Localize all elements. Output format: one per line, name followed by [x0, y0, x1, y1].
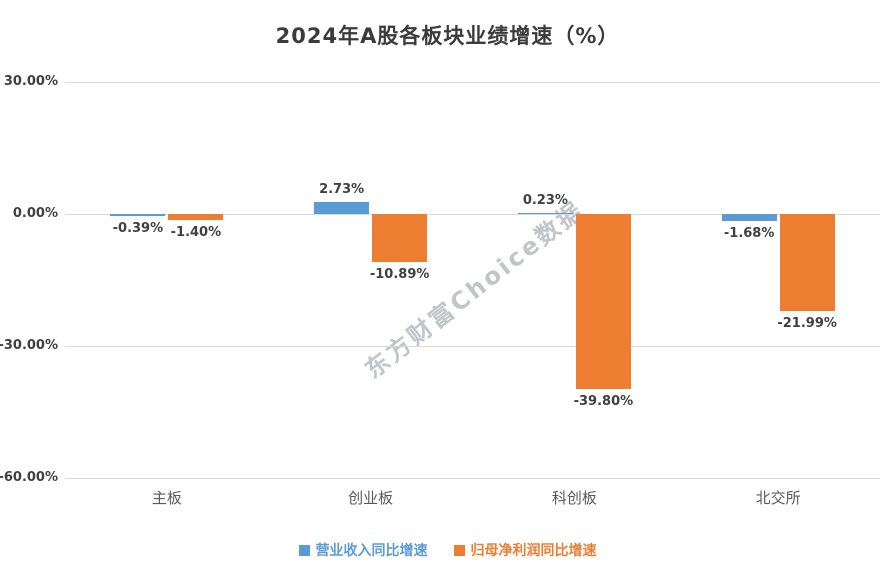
bar	[168, 214, 224, 221]
plot-area: 东方财富Choice数据 -0.39% 2.73% 0.23% -1.68% -1.40…	[65, 82, 880, 479]
legend-marker-icon	[453, 544, 465, 556]
x-tick-label: 主板	[151, 489, 182, 507]
gridline	[65, 214, 880, 215]
gridline	[65, 478, 880, 479]
value-label: -39.80%	[573, 394, 634, 410]
legend-marker-icon	[298, 544, 310, 556]
legend-label: 营业收入同比增速	[315, 543, 428, 559]
value-label: -0.39%	[112, 220, 164, 236]
value-label: 0.23%	[522, 192, 568, 208]
y-tick-label: 0.00%	[12, 206, 58, 221]
x-tick-label: 北交所	[755, 489, 801, 507]
bar	[372, 214, 428, 262]
y-tick-label: 30.00%	[3, 74, 58, 89]
gridline	[65, 82, 880, 83]
value-label: 2.73%	[319, 182, 365, 197]
bar	[779, 214, 835, 311]
legend-item: 归母净利润同比增速	[453, 540, 597, 560]
chart-title: 2024年A股各板块业绩增速（%）	[275, 24, 620, 48]
value-label: -10.89%	[369, 266, 430, 282]
bar	[721, 214, 777, 222]
y-tick-label: -60.00%	[0, 470, 58, 485]
x-axis: 主板 创业板 科创板 北交所	[65, 487, 880, 509]
value-label: -1.40%	[170, 225, 222, 241]
legend: 营业收入同比增速 归母净利润同比增速	[0, 540, 895, 560]
y-axis: 30.00% 0.00% -30.00% -60.00%	[0, 74, 58, 485]
legend-item: 营业收入同比增速	[298, 540, 428, 560]
legend-label: 归母净利润同比增速	[470, 543, 597, 559]
bar	[517, 212, 573, 214]
bar	[314, 201, 370, 214]
bar	[110, 214, 166, 216]
x-tick-label: 科创板	[551, 489, 597, 507]
bar	[575, 214, 631, 390]
gridline	[65, 346, 880, 347]
x-tick-label: 创业板	[348, 489, 394, 507]
value-label: -21.99%	[777, 315, 837, 331]
value-label: -1.68%	[723, 226, 775, 242]
y-tick-label: -30.00%	[0, 338, 58, 353]
